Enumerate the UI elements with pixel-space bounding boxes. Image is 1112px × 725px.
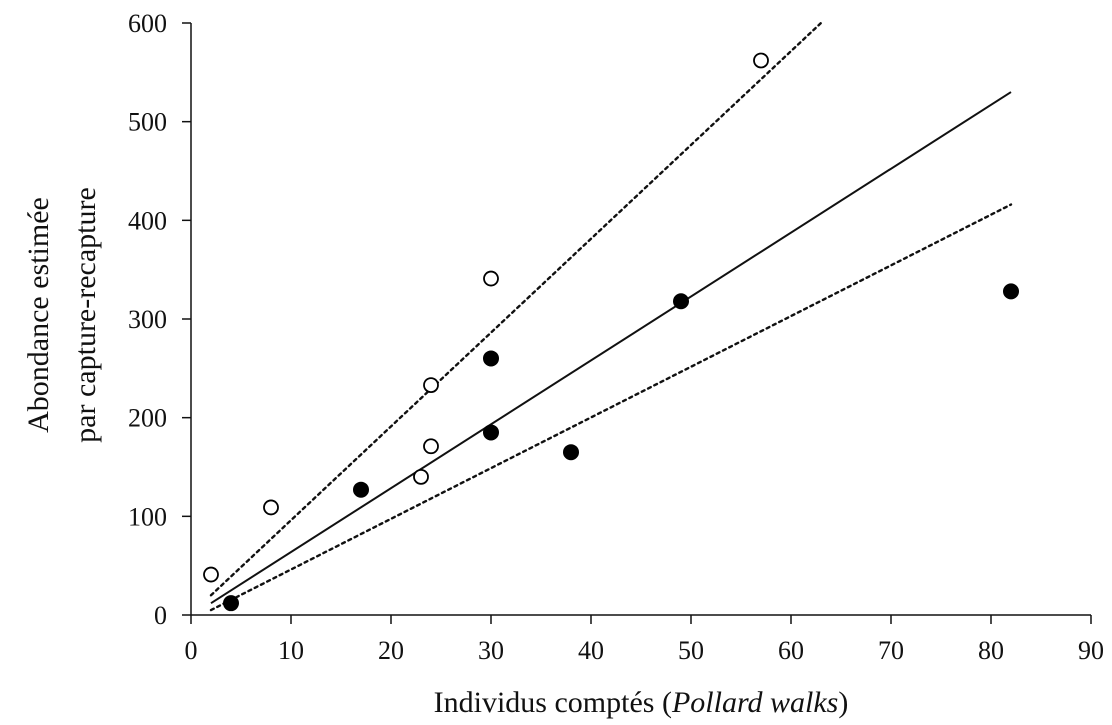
tick-marks	[182, 22, 1092, 624]
y-tick-label-200: 200	[128, 404, 167, 433]
y-tick-label-300: 300	[128, 305, 167, 334]
open-point-5	[483, 270, 499, 287]
x-tick-label-60: 60	[778, 636, 804, 665]
regression-line-0	[210, 91, 1012, 605]
open-point-6	[753, 52, 769, 69]
y-axis-title-line-1: Abondance estimée	[22, 197, 55, 433]
regression-lines	[209, 21, 1013, 612]
open-point-3	[423, 438, 439, 455]
y-axis-title-line-2: par capture-recapture	[69, 187, 102, 443]
data-points	[203, 52, 1019, 612]
x-tick-label-20: 20	[378, 636, 404, 665]
filled-point-2	[483, 424, 499, 441]
x-tick-label-40: 40	[578, 636, 604, 665]
open-point-1	[263, 499, 279, 516]
open-point-4	[423, 377, 439, 394]
y-tick-label-500: 500	[128, 108, 167, 137]
x-tick-label-30: 30	[478, 636, 504, 665]
confidence-line-2	[209, 203, 1013, 612]
x-axis-title-part-2: Pollard walks	[671, 686, 838, 719]
x-tick-label-0: 0	[185, 636, 198, 665]
filled-point-6	[1003, 283, 1019, 300]
y-tick-label-100: 100	[128, 502, 167, 531]
filled-point-5	[673, 293, 689, 310]
axes	[190, 23, 1091, 616]
filled-point-0	[223, 595, 239, 612]
x-axis-title: Individus comptés (Pollard walks)	[434, 686, 849, 719]
y-tick-label-600: 600	[128, 9, 167, 38]
tick-labels: 0 10 20 30 40 50 60 70 80 90 0 100 200 300 400 500 600	[128, 9, 1104, 665]
x-tick-label-10: 10	[278, 636, 304, 665]
open-point-2	[413, 468, 429, 485]
x-axis-title-part-1: Individus comptés (	[434, 686, 672, 719]
x-axis-title-part-3: )	[838, 686, 848, 719]
y-tick-label-400: 400	[128, 206, 167, 235]
confidence-line-1	[209, 21, 823, 597]
open-point-0	[203, 566, 219, 583]
filled-point-1	[353, 481, 369, 498]
x-tick-label-70: 70	[878, 636, 904, 665]
x-tick-label-50: 50	[678, 636, 704, 665]
x-tick-label-90: 90	[1078, 636, 1104, 665]
filled-point-3	[483, 350, 499, 367]
x-tick-label-80: 80	[978, 636, 1004, 665]
filled-point-4	[563, 444, 579, 461]
y-tick-label-0: 0	[154, 601, 167, 630]
